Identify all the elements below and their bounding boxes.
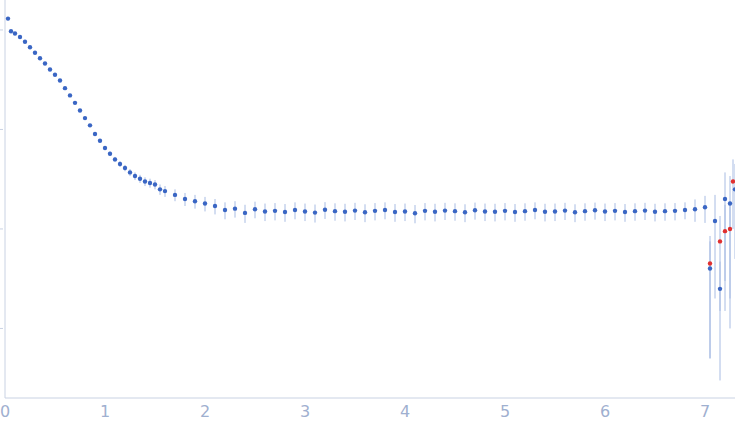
svg-text:1: 1 xyxy=(100,402,110,421)
svg-text:2: 2 xyxy=(200,402,210,421)
svg-text:7: 7 xyxy=(700,402,710,421)
svg-text:3: 3 xyxy=(300,402,310,421)
svg-text:4: 4 xyxy=(400,402,410,421)
svg-text:0: 0 xyxy=(0,402,10,421)
svg-text:6: 6 xyxy=(600,402,610,421)
svg-text:5: 5 xyxy=(500,402,510,421)
